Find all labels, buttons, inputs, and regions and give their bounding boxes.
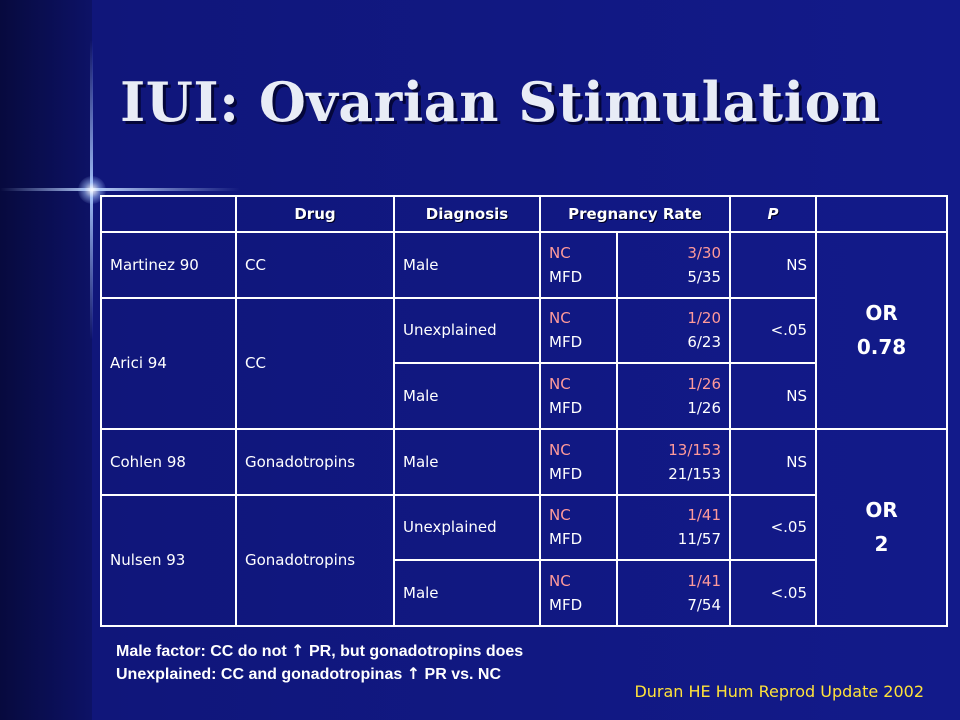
rate-label-mfd: MFD <box>549 464 583 483</box>
rate-value-mfd: 1/26 <box>687 399 722 418</box>
study-table: Drug Diagnosis Pregnancy Rate P Martinez… <box>100 195 949 628</box>
cell-diagnosis: Male <box>393 362 541 430</box>
cell-rate-labels: NC MFD <box>539 427 618 496</box>
cell-study: Cohlen 98 <box>100 427 237 496</box>
cell-diagnosis: Unexplained <box>393 296 541 365</box>
table-row: Nulsen 93 Gonadotropins Unexplained NC M… <box>100 493 947 628</box>
cell-study: Martinez 90 <box>100 231 237 299</box>
rate-value-nc: 1/41 <box>687 506 722 525</box>
or-value: 0.78 <box>856 335 907 360</box>
rate-value-nc: 1/41 <box>687 572 722 591</box>
up-arrow-icon: ↑ <box>291 641 305 660</box>
footnote-male-factor: Male factor: CC do not ↑ PR, but gonadot… <box>116 640 523 663</box>
rate-value-mfd: 7/54 <box>687 596 722 615</box>
rate-label-nc: NC <box>549 440 571 459</box>
cell-or-group-2: OR 2 <box>815 427 949 628</box>
table-row: Cohlen 98 Gonadotropins Male NC MFD 13/1… <box>100 427 949 628</box>
footnote-text: Male factor: CC do not <box>116 643 292 660</box>
rate-value-mfd: 5/35 <box>687 267 722 286</box>
cell-diagnosis: Male <box>393 427 541 496</box>
rate-label-mfd: MFD <box>549 596 583 615</box>
rate-label-mfd: MFD <box>549 333 583 352</box>
rate-value-mfd: 6/23 <box>687 333 722 352</box>
cell-diagnosis: Unexplained <box>393 493 541 562</box>
rate-value-nc: 1/20 <box>687 309 722 328</box>
cell-rate-values: 1/41 7/54 <box>615 559 732 627</box>
or-value: 2 <box>874 532 889 557</box>
footnote-unexplained: Unexplained: CC and gonadotropinas ↑ PR … <box>116 663 523 686</box>
cell-p: <.05 <box>729 559 818 627</box>
cell-drug: CC <box>235 231 395 299</box>
or-label: OR <box>865 498 898 523</box>
sparkle-horizontal-decoration <box>0 188 240 191</box>
footnote-text: PR vs. NC <box>420 666 502 683</box>
cell-p: NS <box>729 427 818 496</box>
citation: Duran HE Hum Reprod Update 2002 <box>634 682 924 701</box>
cell-p: NS <box>729 362 818 430</box>
header-diagnosis: Diagnosis <box>393 195 541 233</box>
cell-rate-labels: NC MFD <box>539 559 618 627</box>
cell-rate-values: 1/41 11/57 <box>615 493 732 562</box>
cell-drug: Gonadotropins <box>235 427 395 496</box>
cell-rate-labels: NC MFD <box>539 362 618 430</box>
table-header-row: Drug Diagnosis Pregnancy Rate P <box>100 195 949 233</box>
cell-diagnosis: Male <box>393 231 541 299</box>
rate-label-nc: NC <box>549 375 571 394</box>
cell-rate-values: 1/20 6/23 <box>615 296 732 365</box>
header-p: P <box>729 195 818 233</box>
rate-label-nc: NC <box>549 572 571 591</box>
rate-value-mfd: 11/57 <box>677 530 722 549</box>
rate-label-nc: NC <box>549 243 571 262</box>
rate-value-nc: 3/30 <box>687 243 722 262</box>
cell-rate-values: 1/26 1/26 <box>615 362 732 430</box>
cell-study: Arici 94 <box>100 296 237 430</box>
cell-p: <.05 <box>729 493 818 562</box>
cell-rate-labels: NC MFD <box>539 493 618 562</box>
table-row: Arici 94 CC Unexplained NC MFD 1/20 6/23… <box>100 296 947 430</box>
rate-value-mfd: 21/153 <box>668 464 722 483</box>
rate-value-nc: 13/153 <box>668 440 722 459</box>
footnote-text: Unexplained: CC and gonadotropinas <box>116 666 407 683</box>
table-row: Martinez 90 CC Male NC MFD 3/30 5/35 NS … <box>100 231 949 430</box>
rate-label-mfd: MFD <box>549 399 583 418</box>
table-row: Male NC MFD 1/41 7/54 <.05 <box>101 559 947 627</box>
cell-or-group-1: OR 0.78 <box>815 231 949 430</box>
left-decorative-band <box>0 0 92 720</box>
header-drug: Drug <box>235 195 395 233</box>
cell-rate-values: 3/30 5/35 <box>615 231 732 299</box>
rate-label-mfd: MFD <box>549 267 583 286</box>
rate-value-nc: 1/26 <box>687 375 722 394</box>
cell-p: NS <box>729 231 818 299</box>
header-study <box>100 195 237 233</box>
cell-drug: Gonadotropins <box>235 493 395 628</box>
cell-drug: CC <box>235 296 395 430</box>
rate-label-nc: NC <box>549 309 571 328</box>
cell-rate-labels: NC MFD <box>539 296 618 365</box>
footnotes: Male factor: CC do not ↑ PR, but gonadot… <box>116 640 523 686</box>
table-row: Male NC MFD 1/26 1/26 NS <box>101 362 947 430</box>
or-label: OR <box>865 301 898 326</box>
rate-label-mfd: MFD <box>549 530 583 549</box>
cell-study: Nulsen 93 <box>100 493 237 628</box>
header-pregnancy-rate: Pregnancy Rate <box>538 195 732 233</box>
cell-rate-values: 13/153 21/153 <box>615 427 732 496</box>
cell-p: <.05 <box>729 296 818 365</box>
cell-rate-labels: NC MFD <box>539 231 618 299</box>
slide-title: IUI: Ovarian Stimulation <box>120 70 881 134</box>
up-arrow-icon: ↑ <box>406 664 421 683</box>
rate-label-nc: NC <box>549 506 571 525</box>
footnote-text: PR, but gonadotropins does <box>304 643 524 660</box>
cell-diagnosis: Male <box>393 559 541 627</box>
header-or <box>815 195 949 233</box>
